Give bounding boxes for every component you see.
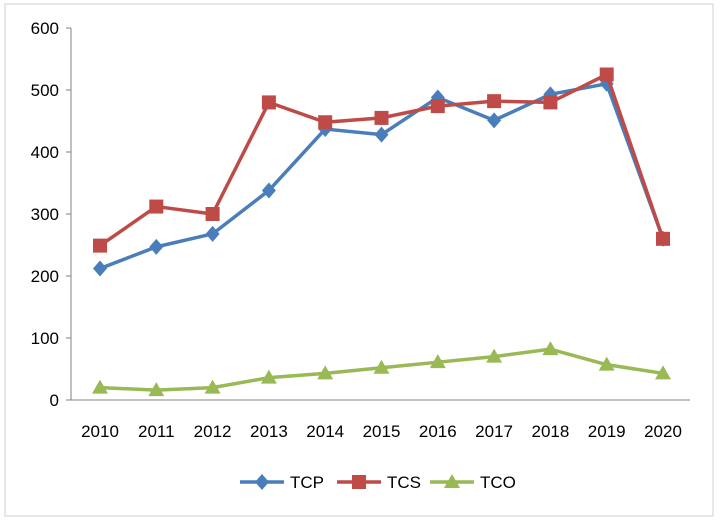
- y-tick-label: 500: [31, 81, 59, 100]
- x-tick-label: 2014: [306, 422, 344, 441]
- y-tick-label: 0: [50, 391, 59, 410]
- data-point-tcs: [656, 231, 670, 246]
- legend: TCP TCS TCO: [240, 473, 516, 492]
- data-point-tco: [92, 379, 108, 394]
- x-tick-label: 2020: [644, 422, 682, 441]
- x-tick-label: 2013: [250, 422, 288, 441]
- data-point-tcp: [374, 126, 389, 143]
- data-point-tcs: [261, 95, 276, 110]
- data-point-tcp: [487, 112, 502, 129]
- data-point-tcs: [430, 99, 445, 114]
- data-point-tcp: [205, 225, 220, 242]
- data-point-tco: [148, 382, 165, 397]
- data-point-tcs: [205, 207, 220, 221]
- plot-area: 0 100 200 300 400 500 600 2010 2011 2012 2013 2014…: [31, 19, 690, 441]
- x-tick-label: 2016: [419, 422, 457, 441]
- data-point-tcp: [149, 238, 164, 255]
- x-tick-label: 2018: [531, 422, 569, 441]
- series-layer: [92, 67, 671, 397]
- x-tick-label: 2017: [475, 422, 513, 441]
- data-point-tcs: [374, 110, 389, 125]
- y-tick-label: 300: [31, 205, 59, 224]
- data-point-tco: [486, 348, 503, 363]
- x-tick-labels: 2010 2011 2012 2013 2014 2015 2016 2017 2018 2019…: [81, 422, 682, 441]
- data-point-tco: [429, 354, 446, 369]
- x-tick-label: 2011: [138, 422, 175, 441]
- data-point-tcp: [93, 260, 107, 277]
- data-point-tco: [317, 365, 334, 380]
- y-tick-label: 200: [31, 267, 59, 286]
- y-tick-label: 100: [31, 329, 59, 348]
- legend-marker-tco: [444, 474, 460, 488]
- x-tick-label: 2015: [363, 422, 401, 441]
- legend-item-tco: TCO: [430, 473, 516, 492]
- y-tick-label: 600: [31, 19, 59, 38]
- data-point-tco: [542, 341, 559, 356]
- x-tick-label: 2010: [81, 422, 119, 441]
- data-point-tcs: [599, 67, 614, 82]
- data-point-tcs: [543, 95, 558, 110]
- data-point-tco: [373, 359, 390, 374]
- y-tick-label: 400: [31, 143, 59, 162]
- series-tcs: [93, 67, 670, 253]
- legend-item-tcs: TCS: [337, 473, 421, 492]
- series-tco: [92, 341, 671, 397]
- data-point-tcp: [261, 182, 276, 199]
- data-point-tcs: [487, 94, 502, 109]
- x-tick-label: 2012: [194, 422, 232, 441]
- legend-label: TCP: [290, 473, 324, 492]
- data-point-tco: [204, 379, 221, 394]
- legend-label: TCS: [387, 473, 421, 492]
- x-tick-label: 2019: [588, 422, 626, 441]
- legend-marker-tcs: [352, 475, 366, 489]
- legend-marker-tcp: [255, 474, 269, 490]
- data-point-tcs: [318, 115, 333, 130]
- data-point-tco: [655, 365, 671, 380]
- y-tick-labels: 0 100 200 300 400 500 600: [31, 19, 59, 410]
- data-point-tcs: [149, 199, 164, 214]
- data-point-tco: [260, 369, 277, 384]
- data-point-tcs: [93, 238, 107, 253]
- y-tick-marks: [66, 27, 71, 401]
- data-point-tco: [598, 356, 615, 371]
- legend-item-tcp: TCP: [240, 473, 324, 492]
- legend-label: TCO: [480, 473, 516, 492]
